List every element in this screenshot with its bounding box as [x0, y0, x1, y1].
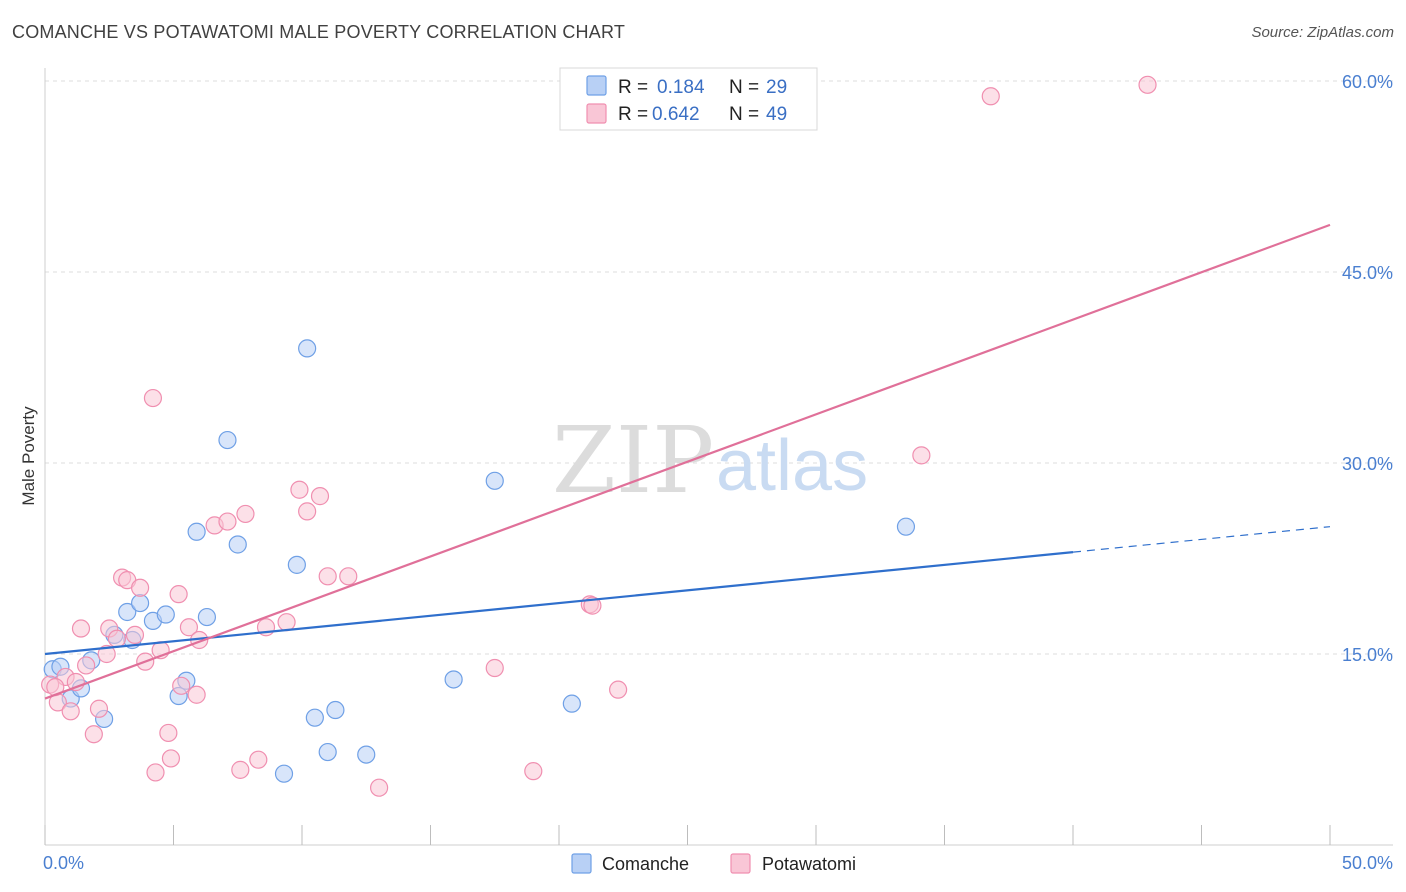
- data-point-potawatomi: [583, 596, 602, 615]
- bottom-legend-label-comanche: Comanche: [602, 854, 689, 874]
- legend-r-label-comanche: R =: [618, 77, 648, 98]
- data-point-potawatomi: [125, 625, 145, 645]
- bottom-legend-label-potawatomi: Potawatomi: [762, 854, 856, 874]
- data-point-potawatomi: [1138, 75, 1157, 94]
- x-tick-label-min: 0.0%: [43, 853, 84, 873]
- legend-r-label-potawatomi: R =: [618, 104, 648, 125]
- data-point-comanche: [357, 745, 376, 764]
- data-point-potawatomi: [130, 578, 150, 597]
- data-point-potawatomi: [236, 504, 255, 524]
- legend-r-value-comanche: 0.184: [657, 77, 705, 98]
- data-point-potawatomi: [143, 388, 163, 408]
- data-point-potawatomi: [524, 762, 543, 781]
- data-point-potawatomi: [290, 480, 309, 499]
- data-point-potawatomi: [912, 446, 931, 465]
- data-point-potawatomi: [169, 585, 188, 604]
- data-point-comanche: [298, 339, 317, 358]
- y-tick-label-30: 30.0%: [1342, 454, 1393, 474]
- data-point-potawatomi: [159, 723, 178, 743]
- data-point-comanche: [326, 700, 345, 720]
- trend-line-potawatomi: [44, 223, 1331, 700]
- data-point-comanche: [305, 708, 324, 727]
- legend-n-label-comanche: N =: [729, 77, 759, 98]
- data-point-potawatomi: [71, 619, 91, 638]
- scatter-points: [41, 75, 1157, 797]
- legend-n-label-potawatomi: N =: [729, 104, 759, 125]
- data-point-potawatomi: [318, 567, 337, 586]
- data-point-comanche: [318, 742, 337, 762]
- data-point-potawatomi: [187, 685, 206, 704]
- watermark-zip: ZIP: [552, 407, 714, 514]
- data-point-potawatomi: [172, 676, 191, 695]
- y-tick-label-60: 60.0%: [1342, 72, 1393, 92]
- source-credit: Source: ZipAtlas.com: [1251, 24, 1394, 41]
- data-point-comanche: [130, 593, 150, 613]
- legend-r-value-potawatomi: 0.642: [652, 104, 700, 125]
- data-point-comanche: [156, 605, 175, 624]
- legend-n-value-potawatomi: 49: [766, 104, 787, 125]
- data-point-potawatomi: [161, 749, 181, 768]
- data-point-potawatomi: [97, 644, 116, 664]
- axes: [44, 68, 1393, 846]
- data-point-potawatomi: [218, 512, 237, 531]
- data-point-potawatomi: [339, 567, 358, 586]
- series-potawatomi: [41, 75, 1157, 797]
- data-point-potawatomi: [249, 750, 268, 769]
- y-tick-label-45: 45.0%: [1342, 263, 1393, 283]
- y-tick-label-15: 15.0%: [1342, 645, 1393, 665]
- data-point-potawatomi: [89, 699, 109, 718]
- x-tick-label-max: 50.0%: [1342, 853, 1393, 873]
- data-point-potawatomi: [77, 656, 96, 675]
- data-point-potawatomi: [231, 760, 250, 779]
- tick-labels: 15.0% 30.0% 45.0% 60.0% 0.0% 50.0%: [43, 72, 1393, 873]
- series-comanche: [43, 339, 916, 783]
- y-axis-label: Male Poverty: [19, 406, 38, 506]
- bottom-legend-swatch-comanche: [571, 853, 592, 874]
- data-point-comanche: [197, 607, 217, 627]
- watermark-atlas: atlas: [716, 426, 868, 506]
- legend-box: R = 0.184 N = 29 R = 0.642 N = 49: [559, 67, 818, 131]
- data-point-potawatomi: [84, 725, 103, 744]
- data-point-potawatomi: [107, 629, 127, 648]
- watermark: ZIP atlas: [552, 407, 868, 514]
- data-point-potawatomi: [485, 658, 504, 678]
- grid-lines: [45, 80, 1393, 655]
- data-point-comanche: [187, 522, 206, 541]
- data-point-potawatomi: [61, 702, 80, 721]
- data-point-potawatomi: [370, 778, 389, 797]
- legend-swatch-comanche: [586, 75, 607, 96]
- data-point-comanche: [287, 555, 306, 574]
- bottom-legend: Comanche Potawatomi: [571, 853, 856, 874]
- data-point-comanche: [444, 670, 463, 689]
- data-point-potawatomi: [277, 613, 296, 632]
- trend-lines: [44, 223, 1331, 700]
- data-point-potawatomi: [146, 763, 165, 782]
- trend-line-extension-comanche: [1072, 526, 1331, 553]
- data-point-comanche: [228, 535, 247, 554]
- bottom-legend-swatch-potawatomi: [730, 853, 751, 874]
- data-point-potawatomi: [179, 618, 199, 637]
- legend-n-value-comanche: 29: [766, 77, 787, 98]
- data-point-comanche: [218, 430, 237, 450]
- data-point-potawatomi: [298, 502, 317, 521]
- data-point-potawatomi: [310, 487, 330, 506]
- data-point-comanche: [896, 517, 916, 536]
- data-point-potawatomi: [609, 680, 628, 699]
- data-point-comanche: [118, 602, 137, 622]
- trend-line-comanche: [44, 551, 1074, 656]
- data-point-comanche: [485, 471, 504, 490]
- legend-swatch-potawatomi: [586, 103, 607, 124]
- data-point-comanche: [274, 764, 294, 783]
- data-point-potawatomi: [981, 87, 1000, 106]
- chart-title: COMANCHE VS POTAWATOMI MALE POVERTY CORR…: [12, 22, 626, 42]
- data-point-comanche: [562, 694, 581, 713]
